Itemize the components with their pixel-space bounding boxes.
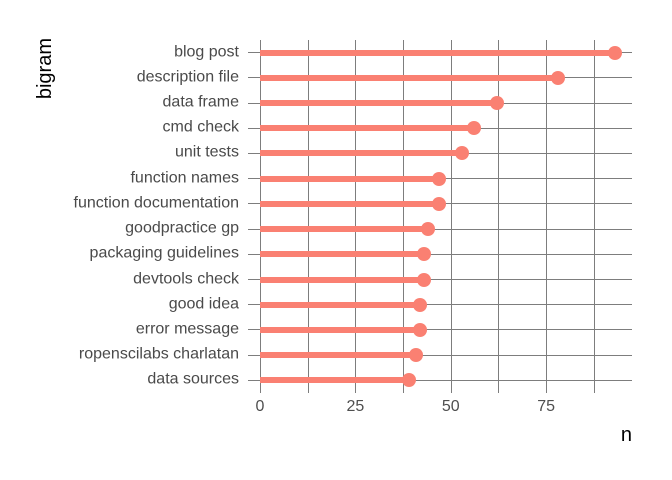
lollipop-stem [260, 175, 440, 182]
lollipop-stem [260, 125, 474, 132]
lollipop-dot [432, 171, 447, 186]
row-gridline [260, 253, 632, 255]
row-gridline [260, 354, 632, 356]
x-gridline [403, 40, 405, 393]
row-gridline [260, 379, 632, 381]
lollipop-dot [432, 196, 447, 211]
category-label: good idea [168, 295, 239, 313]
lollipop-dot [409, 348, 424, 363]
lollipop-dot [413, 322, 428, 337]
y-tick [248, 228, 260, 230]
category-label: devtools check [133, 269, 239, 287]
category-label: data frame [162, 93, 239, 111]
lollipop-dot [489, 96, 504, 111]
x-gridline [260, 40, 261, 393]
x-gridline [355, 40, 357, 393]
lollipop-dot [417, 272, 432, 287]
lollipop-stem [260, 226, 428, 233]
y-tick [248, 52, 260, 54]
category-label: description file [136, 68, 239, 86]
y-tick [248, 253, 260, 255]
lollipop-stem [260, 150, 463, 157]
lollipop-stem [260, 49, 615, 56]
lollipop-stem [260, 377, 409, 384]
row-gridline [260, 279, 632, 281]
x-tick-label: 50 [441, 398, 460, 415]
y-tick [248, 379, 260, 381]
category-label: data sources [147, 370, 239, 388]
category-label: function documentation [73, 194, 239, 212]
y-tick [248, 127, 260, 129]
lollipop-stem [260, 200, 440, 207]
plot-panel: blog post description file data frame cmd c… [74, 40, 632, 415]
y-tick [248, 203, 260, 205]
lollipop-stem [260, 251, 425, 258]
x-tick-label: 0 [255, 398, 265, 415]
y-tick [248, 77, 260, 79]
y-tick [248, 304, 260, 306]
lollipop-dot [455, 146, 470, 161]
lollipop-stem [260, 276, 425, 283]
lollipop-stem [260, 301, 421, 308]
lollipop-stem [260, 100, 497, 107]
category-label: ropenscilabs charlatan [78, 345, 239, 363]
category-label: error message [135, 320, 239, 338]
lollipop-dot [466, 121, 481, 136]
category-label: packaging guidelines [89, 244, 239, 262]
row-gridline [260, 329, 632, 331]
lollipop-dot [413, 297, 428, 312]
lollipop-dot [420, 222, 435, 237]
y-tick [248, 329, 260, 331]
lollipop-stem [260, 352, 417, 359]
x-gridline [498, 40, 500, 393]
lollipop-dot [417, 247, 432, 262]
category-label: goodpractice gp [125, 219, 239, 237]
category-label: unit tests [174, 143, 239, 161]
y-tick [248, 279, 260, 281]
row-gridline [260, 228, 632, 230]
x-gridline [546, 40, 548, 393]
y-tick [248, 102, 260, 104]
lollipop-dot [607, 45, 622, 60]
row-gridline [260, 304, 632, 306]
y-tick [248, 354, 260, 356]
x-tick-label: 25 [346, 398, 365, 415]
category-label: function names [130, 168, 239, 186]
x-axis-title: n [620, 424, 632, 446]
y-tick [248, 152, 260, 154]
lollipop-stem [260, 326, 421, 333]
category-label: cmd check [162, 118, 239, 136]
x-gridline [450, 40, 452, 393]
y-axis-title: bigram [34, 38, 56, 100]
category-label: blog post [174, 42, 239, 60]
x-gridline [593, 40, 595, 393]
lollipop-dot [401, 373, 416, 388]
lollipop-dot [550, 70, 565, 85]
y-tick [248, 178, 260, 180]
x-tick-label: 75 [537, 398, 556, 415]
lollipop-stem [260, 74, 558, 81]
x-gridline [307, 40, 309, 393]
